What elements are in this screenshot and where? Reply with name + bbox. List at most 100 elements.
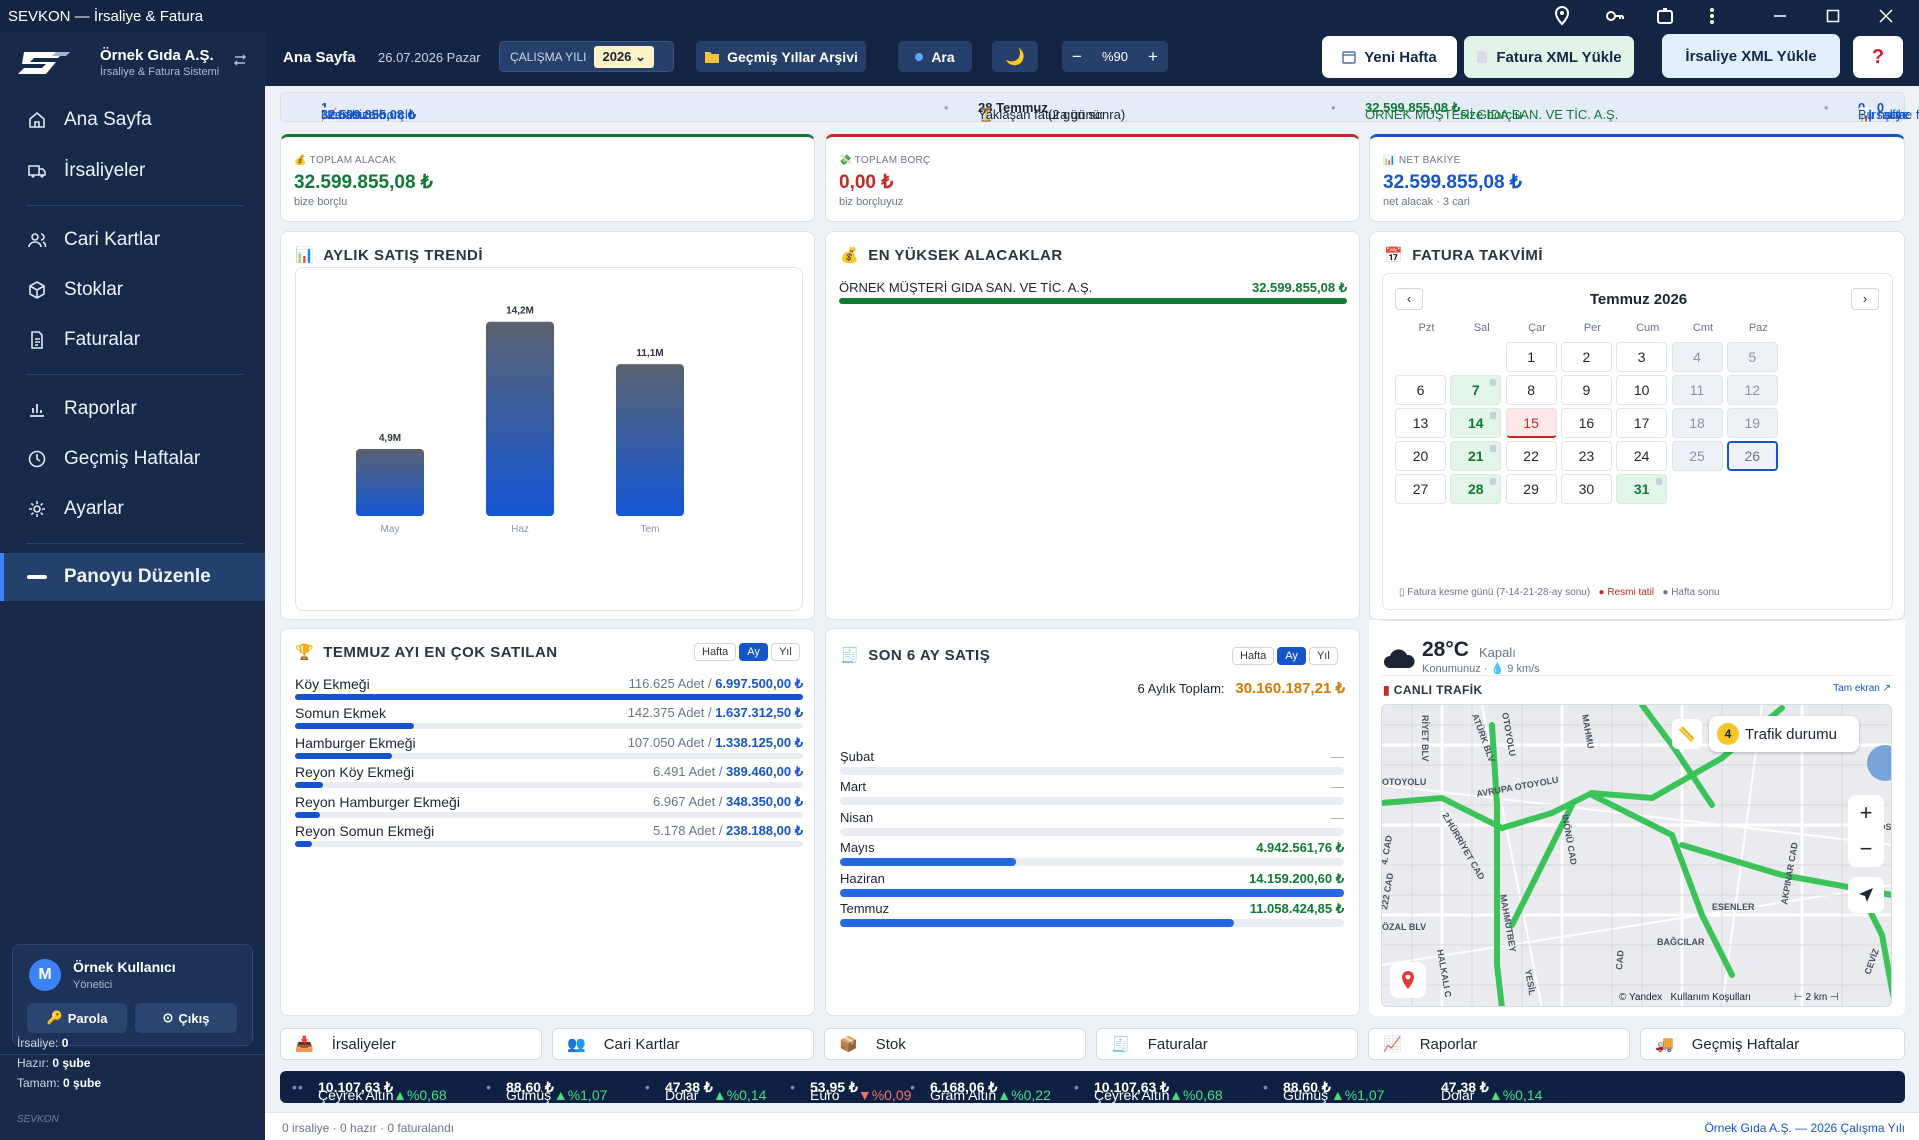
calendar-day[interactable]: 6 (1395, 375, 1446, 405)
quick-stok-button[interactable]: 📦 Stok (824, 1028, 1086, 1060)
sidebar-item-raporlar[interactable]: Raporlar (0, 387, 265, 431)
search-button[interactable]: Ara (898, 41, 972, 72)
maximize-icon[interactable] (1826, 9, 1840, 23)
minimize-icon[interactable] (1773, 9, 1787, 23)
quick-cari-kartlar-button[interactable]: 👥 Cari Kartlar (552, 1028, 814, 1060)
calendar-day[interactable]: 1 (1505, 342, 1557, 372)
tab-hafta[interactable]: Hafta (694, 643, 737, 661)
dark-mode-toggle[interactable]: 🌙 (992, 41, 1038, 72)
calendar-day[interactable]: 21 (1450, 441, 1502, 471)
calendar-day[interactable]: 30 (1560, 474, 1612, 504)
calendar-day[interactable]: 7 (1450, 375, 1502, 405)
sidebar-item-cari-kartlar[interactable]: Cari Kartlar (0, 218, 265, 262)
location-icon[interactable] (1553, 6, 1571, 26)
receivable-row[interactable]: ÖRNEK MÜŞTERİ GIDA SAN. VE TİC. A.Ş. 32.… (839, 280, 1347, 310)
calendar-day[interactable]: 23 (1560, 441, 1612, 471)
quick-raporlar-button[interactable]: 📈 Raporlar (1368, 1028, 1630, 1060)
map-pin-button[interactable] (1390, 962, 1426, 998)
locate-button[interactable] (1848, 877, 1884, 913)
calendar-day[interactable]: 29 (1505, 474, 1557, 504)
tab-yil[interactable]: Yıl (770, 643, 800, 661)
traffic-status-badge[interactable]: 4 Trafik durumu (1709, 716, 1859, 752)
sidebar-item-irsaliyeler[interactable]: İrsaliyeler (0, 149, 265, 193)
archive-button[interactable]: Geçmiş Yıllar Arşivi (696, 41, 866, 72)
tab-ay[interactable]: Ay (1277, 647, 1306, 665)
quick-gecmis-haftalar-button[interactable]: 🚚 Geçmiş Haftalar (1640, 1028, 1905, 1060)
sidebar-item-ana-sayfa[interactable]: Ana Sayfa (0, 98, 265, 142)
calendar-day[interactable]: 10 (1616, 375, 1668, 405)
close-icon[interactable] (1879, 9, 1893, 23)
sidebar-item-panoyu-duzenle[interactable]: Panoyu Düzenle (0, 553, 265, 601)
ruler-button[interactable]: 📏 (1672, 719, 1702, 749)
calendar-day[interactable]: 19 (1726, 408, 1778, 438)
calendar-day[interactable]: 16 (1560, 408, 1612, 438)
month-row[interactable]: Mart — (840, 779, 1344, 815)
tab-ay[interactable]: Ay (739, 643, 768, 661)
calendar-day[interactable]: 5 (1726, 342, 1778, 372)
trend-bar[interactable] (486, 321, 554, 516)
calendar-day[interactable]: 4 (1671, 342, 1723, 372)
calendar-day[interactable]: 17 (1616, 408, 1668, 438)
map-zoom-in-button[interactable]: + (1859, 800, 1873, 825)
map-zoom-out-button[interactable]: − (1859, 836, 1873, 861)
month-row[interactable]: Nisan — (840, 810, 1344, 846)
trend-bar[interactable] (356, 448, 424, 516)
calendar-day[interactable]: 12 (1726, 375, 1778, 405)
zoom-in-button[interactable]: + (1148, 46, 1158, 66)
next-month-button[interactable]: › (1851, 288, 1879, 310)
map-avatar[interactable] (1867, 745, 1891, 781)
invoice-xml-upload-button[interactable]: Fatura XML Yükle (1464, 36, 1634, 78)
waybill-xml-upload-button[interactable]: İrsaliye XML Yükle (1662, 34, 1840, 78)
zoom-out-button[interactable]: − (1072, 46, 1082, 66)
product-row[interactable]: Reyon Hamburger Ekmeği 6.967 Adet / 348.3… (295, 794, 803, 828)
product-row[interactable]: Somun Ekmek 142.375 Adet / 1.637.312,50 ₺ (295, 705, 803, 739)
calendar-day[interactable]: 14 (1450, 408, 1502, 438)
sidebar-item-ayarlar[interactable]: Ayarlar (0, 487, 265, 531)
calendar-day[interactable]: 26 (1726, 441, 1778, 471)
calendar-day[interactable]: 25 (1671, 441, 1723, 471)
key-icon[interactable] (1605, 6, 1625, 26)
collapse-sidebar-icon[interactable] (232, 52, 248, 68)
map-terms-link[interactable]: Kullanım Koşulları (1670, 992, 1752, 1003)
month-row[interactable]: Şubat — (840, 749, 1344, 785)
product-row[interactable]: Reyon Somun Ekmeği 5.178 Adet / 238.188,0… (295, 823, 803, 857)
sidebar-item-stoklar[interactable]: Stoklar (0, 268, 265, 312)
product-row[interactable]: Hamburger Ekmeği 107.050 Adet / 1.338.125… (295, 735, 803, 769)
sidebar-item-faturalar[interactable]: Faturalar (0, 318, 265, 362)
calendar-day[interactable]: 18 (1671, 408, 1723, 438)
calendar-day[interactable]: 11 (1671, 375, 1723, 405)
password-button[interactable]: 🔑 Parola (27, 1003, 127, 1033)
calendar-day[interactable]: 20 (1395, 441, 1446, 471)
help-button[interactable]: ? (1853, 36, 1903, 78)
tab-hafta[interactable]: Hafta (1232, 647, 1275, 665)
product-row[interactable]: Reyon Köy Ekmeği 6.491 Adet / 389.460,00 … (295, 764, 803, 798)
calendar-day[interactable]: 27 (1395, 474, 1446, 504)
month-row[interactable]: Temmuz 11.058.424,85 ₺ (840, 901, 1344, 937)
prev-month-button[interactable]: ‹ (1395, 288, 1423, 310)
year-selector[interactable]: ÇALIŞMA YILI 2026 ⌄ (499, 41, 674, 72)
calendar-day[interactable]: 2 (1560, 342, 1612, 372)
quick-faturalar-button[interactable]: 🧾 Faturalar (1096, 1028, 1358, 1060)
calendar-day[interactable]: 22 (1505, 441, 1557, 471)
trend-bar[interactable] (616, 364, 684, 516)
fullscreen-link[interactable]: Tam ekran ↗ (1833, 683, 1891, 694)
more-vert-icon[interactable] (1708, 6, 1716, 26)
sidebar-item-gecmis-haftalar[interactable]: Geçmiş Haftalar (0, 437, 265, 481)
calendar-day[interactable]: 28 (1450, 474, 1502, 504)
month-row[interactable]: Haziran 14.159.200,60 ₺ (840, 871, 1344, 907)
calendar-day[interactable]: 31 (1616, 474, 1668, 504)
calendar-day[interactable]: 15 (1505, 408, 1557, 438)
year-select[interactable]: 2026 ⌄ (594, 45, 654, 68)
calendar-day[interactable]: 13 (1395, 408, 1446, 438)
logout-button[interactable]: ⊙ Çıkış (135, 1003, 237, 1033)
month-row[interactable]: Mayıs 4.942.561,76 ₺ (840, 840, 1344, 876)
quick-irsaliyeler-button[interactable]: 📥 İrsaliyeler (280, 1028, 542, 1060)
new-week-button[interactable]: Yeni Hafta (1322, 36, 1457, 78)
tab-yil[interactable]: Yıl (1308, 647, 1338, 665)
calendar-day[interactable]: 9 (1560, 375, 1612, 405)
calendar-day[interactable]: 3 (1616, 342, 1668, 372)
extension-icon[interactable] (1655, 6, 1675, 26)
calendar-day[interactable]: 8 (1505, 375, 1557, 405)
product-row[interactable]: Köy Ekmeği 116.625 Adet / 6.997.500,00 ₺ (295, 676, 803, 710)
traffic-map[interactable]: OTOYOLU AVRUPA OTOYOLU RİYET BLV ATÜRK B… (1381, 704, 1892, 1007)
